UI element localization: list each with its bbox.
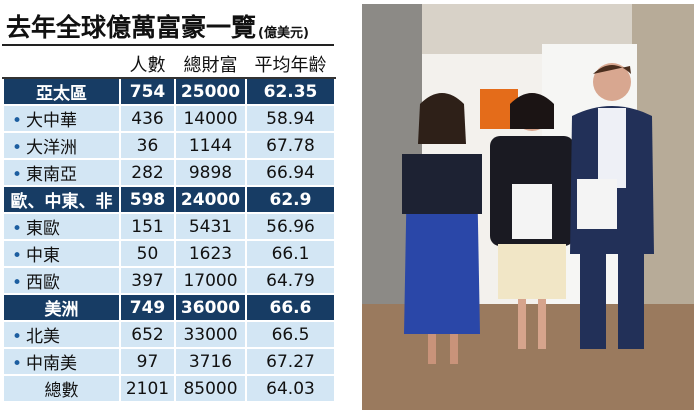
header-cell: 人數 bbox=[119, 49, 176, 79]
header-row: 人數 總財富 平均年齡 bbox=[2, 49, 336, 79]
region-row: 亞太區 754 25000 62.35 bbox=[2, 77, 336, 106]
header-cell: 總財富 bbox=[174, 49, 247, 79]
cell: 66.6 bbox=[245, 293, 336, 322]
total-row: 總數 2101 85000 64.03 bbox=[2, 374, 336, 403]
row-label: 中南美 bbox=[2, 347, 121, 376]
cell: 14000 bbox=[174, 104, 247, 133]
cell: 1623 bbox=[174, 239, 247, 268]
row-label: 西歐 bbox=[2, 266, 121, 295]
cell: 151 bbox=[119, 212, 176, 241]
cell: 85000 bbox=[174, 374, 247, 403]
cell: 62.9 bbox=[245, 185, 336, 214]
cell: 66.1 bbox=[245, 239, 336, 268]
cell: 67.27 bbox=[245, 347, 336, 376]
cell: 64.79 bbox=[245, 266, 336, 295]
cell: 66.94 bbox=[245, 158, 336, 187]
cell: 397 bbox=[119, 266, 176, 295]
title: 去年全球億萬富豪一覽 bbox=[6, 13, 257, 42]
cell: 436 bbox=[119, 104, 176, 133]
cell: 33000 bbox=[174, 320, 247, 349]
cell: 64.03 bbox=[245, 374, 336, 403]
person-middle bbox=[490, 93, 574, 349]
cell: 67.78 bbox=[245, 131, 336, 160]
cell: 36000 bbox=[174, 293, 247, 322]
row-label: 東南亞 bbox=[2, 158, 121, 187]
cell: 56.96 bbox=[245, 212, 336, 241]
row-label: 北美 bbox=[2, 320, 121, 349]
cell: 9898 bbox=[174, 158, 247, 187]
data-table: 人數總財富平均年齡亞太區7542500062.35大中華4361400058.9… bbox=[2, 49, 336, 403]
cell: 3716 bbox=[174, 347, 247, 376]
table-panel: 去年全球億萬富豪一覽 (億美元) 人數 總財富 平均年齡 亞太區 754 25000 62.… bbox=[2, 0, 336, 403]
cell: 50 bbox=[119, 239, 176, 268]
region-row: 美洲 749 36000 66.6 bbox=[2, 293, 336, 322]
cell: 25000 bbox=[174, 77, 247, 106]
cell: 652 bbox=[119, 320, 176, 349]
cell: 36 bbox=[119, 131, 176, 160]
cell: 24000 bbox=[174, 185, 247, 214]
cell: 66.5 bbox=[245, 320, 336, 349]
cell: 17000 bbox=[174, 266, 247, 295]
cell: 1144 bbox=[174, 131, 247, 160]
cell: 5431 bbox=[174, 212, 247, 241]
cell: 598 bbox=[119, 185, 176, 214]
row-label: 美洲 bbox=[2, 293, 121, 322]
cell: 2101 bbox=[119, 374, 176, 403]
row-label: 亞太區 bbox=[2, 77, 121, 106]
title-bar: 去年全球億萬富豪一覽 (億美元) bbox=[2, 0, 334, 46]
cell: 749 bbox=[119, 293, 176, 322]
row-label: 歐、中東、非 bbox=[2, 185, 121, 214]
person-left bbox=[402, 93, 482, 364]
cell: 62.35 bbox=[245, 77, 336, 106]
region-row: 歐、中東、非 598 24000 62.9 bbox=[2, 185, 336, 214]
person-right bbox=[570, 63, 654, 349]
row-label: 總數 bbox=[2, 374, 121, 403]
cell: 58.94 bbox=[245, 104, 336, 133]
cell: 754 bbox=[119, 77, 176, 106]
row-label: 大洋洲 bbox=[2, 131, 121, 160]
cell: 282 bbox=[119, 158, 176, 187]
header-cell: 平均年齡 bbox=[245, 49, 336, 79]
row-label: 中東 bbox=[2, 239, 121, 268]
row-label: 東歐 bbox=[2, 212, 121, 241]
header-cell bbox=[2, 49, 121, 79]
photo bbox=[362, 4, 694, 410]
unit: (億美元) bbox=[258, 26, 309, 41]
row-label: 大中華 bbox=[2, 104, 121, 133]
cell: 97 bbox=[119, 347, 176, 376]
